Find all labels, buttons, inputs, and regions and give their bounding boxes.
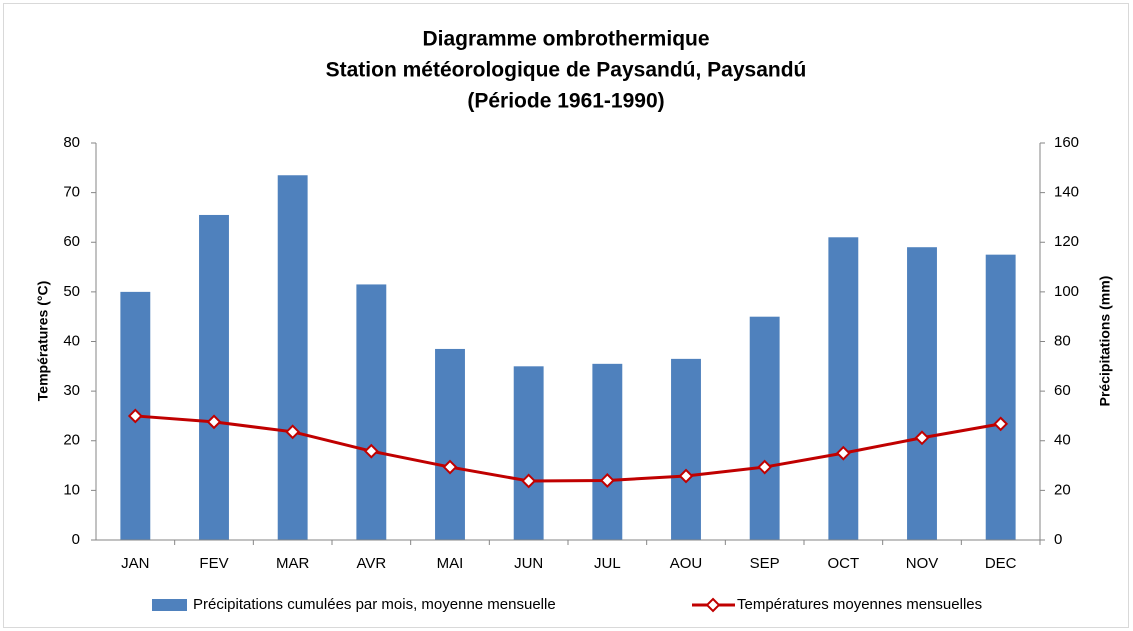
line [135, 414, 1001, 483]
x-tick-label: FEV [199, 555, 228, 572]
chart-title: (Période 1961-1990) [467, 90, 664, 113]
y-tick-label: 70 [63, 184, 80, 201]
legend-swatch [152, 599, 187, 611]
line-marker [599, 473, 615, 488]
y2-tick-label: 100 [1054, 283, 1079, 300]
bar [356, 284, 387, 540]
y-tick-label: 40 [63, 332, 80, 349]
y2-axis-label: Précipitations (mm) [1097, 276, 1113, 407]
legend-marker [705, 597, 721, 613]
x-tick-label: JAN [121, 555, 149, 572]
line-marker [678, 468, 694, 484]
bar [671, 358, 701, 540]
bar [592, 363, 623, 540]
x-tick-label: MAR [276, 555, 310, 572]
x-tick-label: DEC [985, 555, 1017, 572]
bar [199, 214, 229, 541]
y2-tick-label: 60 [1054, 382, 1071, 399]
line-marker [521, 473, 537, 489]
y2-tick-label: 80 [1054, 332, 1071, 349]
x-tick-label: AOU [670, 555, 703, 572]
bar [828, 237, 859, 540]
line-marker [757, 459, 773, 475]
line-marker [914, 430, 930, 446]
line-marker [993, 416, 1009, 432]
bar [435, 348, 465, 540]
y-tick-label: 20 [63, 432, 80, 449]
line-marker [206, 414, 222, 430]
y2-tick-label: 140 [1054, 184, 1079, 201]
y-tick-label: 0 [72, 531, 80, 548]
y2-tick-label: 40 [1054, 432, 1071, 449]
y-tick-label: 80 [63, 134, 80, 151]
line-marker [285, 424, 301, 440]
x-tick-label: NOV [906, 555, 939, 572]
bar [749, 316, 780, 540]
chart-frame [3, 3, 1129, 628]
line-marker [442, 459, 458, 475]
y-tick-label: 10 [63, 481, 80, 498]
bar [277, 175, 308, 540]
line-marker [363, 443, 379, 459]
bar [985, 254, 1016, 540]
y2-tick-label: 120 [1054, 233, 1079, 250]
x-tick-label: JUN [514, 555, 543, 572]
y-axis-label: Températures (°C) [35, 281, 51, 401]
x-tick-label: SEP [750, 555, 780, 572]
chart-title: Diagramme ombrothermique [422, 28, 709, 51]
legend-label: Précipitations cumulées par mois, moyenn… [193, 596, 556, 613]
y2-tick-label: 160 [1054, 134, 1079, 151]
line-marker [127, 408, 143, 424]
y-tick-label: 30 [63, 382, 80, 399]
y-tick-label: 60 [63, 233, 80, 250]
x-tick-label: MAI [437, 555, 464, 572]
y2-tick-label: 0 [1054, 531, 1062, 548]
legend-label: Températures moyennes mensuelles [737, 596, 982, 613]
line-marker [835, 445, 851, 461]
x-tick-label: OCT [827, 555, 859, 572]
y-tick-label: 50 [63, 283, 80, 300]
bar [907, 247, 937, 540]
bar [513, 366, 544, 540]
y2-tick-label: 20 [1054, 481, 1071, 498]
x-tick-label: JUL [594, 555, 621, 572]
x-tick-label: AVR [356, 555, 386, 572]
chart-title: Station météorologique de Paysandú, Pays… [326, 59, 807, 82]
